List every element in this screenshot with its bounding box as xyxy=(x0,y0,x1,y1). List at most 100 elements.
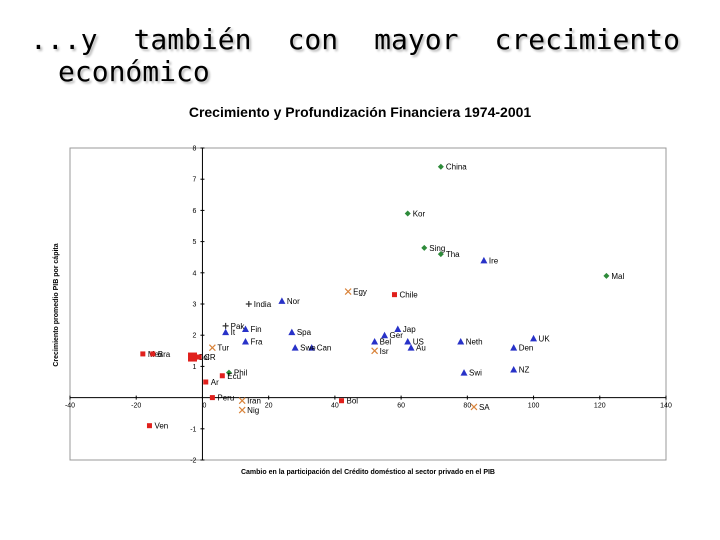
triangle-marker xyxy=(381,331,389,339)
data-point: Au xyxy=(407,344,426,353)
triangle-marker xyxy=(460,369,468,376)
point-label: Bol xyxy=(347,397,359,406)
x-tick-label: -40 xyxy=(65,403,75,410)
point-label: Den xyxy=(519,344,534,353)
point-label: India xyxy=(254,300,272,309)
x-tick-label: -20 xyxy=(131,403,141,410)
triangle-marker xyxy=(530,334,538,342)
y-tick-label: 8 xyxy=(193,146,197,153)
cross-marker xyxy=(470,403,478,411)
data-point: CR xyxy=(196,353,216,362)
point-label: Peru xyxy=(217,394,234,403)
point-label: Neth xyxy=(466,337,483,346)
y-tick-label: -2 xyxy=(190,458,196,465)
title-word: crecimiento xyxy=(494,23,680,56)
point-label: Jap xyxy=(403,325,416,334)
point-label: China xyxy=(446,163,467,172)
diamond-marker xyxy=(421,244,428,251)
triangle-marker xyxy=(241,325,249,332)
x-tick-label: 60 xyxy=(397,403,405,410)
data-point: Nig xyxy=(238,406,259,415)
triangle-marker xyxy=(510,366,518,373)
triangle-marker xyxy=(510,344,518,351)
y-tick-label: 5 xyxy=(193,239,197,246)
point-label: Swe xyxy=(300,344,316,353)
data-point: Bol xyxy=(339,397,358,406)
point-label: Mex xyxy=(148,350,163,359)
data-point: Ar xyxy=(203,378,219,387)
point-label: SA xyxy=(479,403,490,412)
data-point: Ire xyxy=(480,256,499,265)
square-marker xyxy=(196,354,202,360)
triangle-marker xyxy=(308,344,316,351)
diamond-marker xyxy=(437,251,444,258)
point-label: Swi xyxy=(469,369,482,378)
point-label: It xyxy=(231,328,236,337)
plot-border xyxy=(69,147,667,461)
title-word: mayor xyxy=(374,23,459,56)
data-point: UK xyxy=(530,334,550,343)
square-marker xyxy=(339,398,345,404)
diamond-marker xyxy=(404,210,411,217)
diamond-marker xyxy=(225,369,232,376)
point-label: Phil xyxy=(234,369,248,378)
data-point: Pak xyxy=(222,322,245,331)
triangle-marker xyxy=(457,337,465,345)
y-tick-label: 1 xyxy=(193,364,197,371)
cross-marker xyxy=(238,406,246,414)
data-point: Swi xyxy=(460,369,482,378)
point-label: Ar xyxy=(211,378,219,387)
plus-marker xyxy=(222,322,229,329)
cross-marker xyxy=(238,397,246,405)
x-tick-label: 100 xyxy=(528,403,540,410)
data-point: Isr xyxy=(371,347,389,356)
x-tick-label: 20 xyxy=(265,403,273,410)
y-tick-label: 2 xyxy=(193,333,197,340)
point-label: Mal xyxy=(611,272,624,281)
data-point: Ger xyxy=(381,331,403,340)
point-label: Tha xyxy=(446,250,460,259)
square-marker xyxy=(391,292,397,298)
data-point: Tha xyxy=(437,250,460,259)
triangle-marker xyxy=(241,337,249,345)
data-point: China xyxy=(437,163,467,172)
point-label: UK xyxy=(539,334,551,343)
data-point: Col xyxy=(188,352,210,362)
data-point: Fin xyxy=(241,325,262,334)
data-point: Phil xyxy=(225,369,248,378)
square-marker xyxy=(150,351,156,357)
data-point: Peru xyxy=(209,394,234,403)
point-label: Ger xyxy=(390,331,404,340)
axes: -40 -20 0 20 40 60 80 100 120 140 -2 -1 1 2 3 4 5 6 7 8 xyxy=(65,146,672,465)
plus-marker xyxy=(245,301,252,307)
triangle-marker xyxy=(278,297,286,304)
x-tick-label: 40 xyxy=(331,403,339,410)
y-tick-label: -1 xyxy=(190,426,196,433)
x-tick-label: 120 xyxy=(594,403,606,410)
point-label: Ire xyxy=(489,256,499,265)
point-label: Nig xyxy=(247,406,259,415)
cross-marker xyxy=(344,288,352,295)
data-point: Sing xyxy=(421,244,445,253)
square-marker xyxy=(188,352,198,362)
triangle-marker xyxy=(394,325,402,332)
diamond-marker xyxy=(603,272,610,279)
y-tick-label: 4 xyxy=(193,270,197,277)
data-point: Bel xyxy=(371,337,391,346)
square-marker xyxy=(219,373,225,379)
data-point: Neth xyxy=(457,337,483,346)
point-label: Nor xyxy=(287,297,300,306)
data-point: Swe xyxy=(291,344,316,353)
point-label: US xyxy=(413,337,424,346)
data-point: Spa xyxy=(288,328,312,337)
data-point: It xyxy=(222,328,236,337)
point-label: Au xyxy=(416,344,426,353)
point-label: Fra xyxy=(250,337,263,346)
x-tick-label: 0 xyxy=(202,403,206,410)
data-point: Can xyxy=(308,344,331,353)
point-label: Kor xyxy=(413,210,426,219)
cross-marker xyxy=(371,347,379,355)
square-marker xyxy=(203,379,209,385)
data-point: Mal xyxy=(603,272,625,281)
